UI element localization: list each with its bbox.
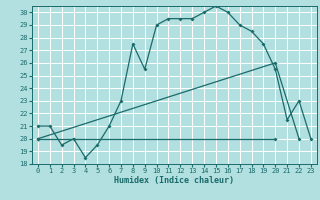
X-axis label: Humidex (Indice chaleur): Humidex (Indice chaleur) [115,176,234,185]
